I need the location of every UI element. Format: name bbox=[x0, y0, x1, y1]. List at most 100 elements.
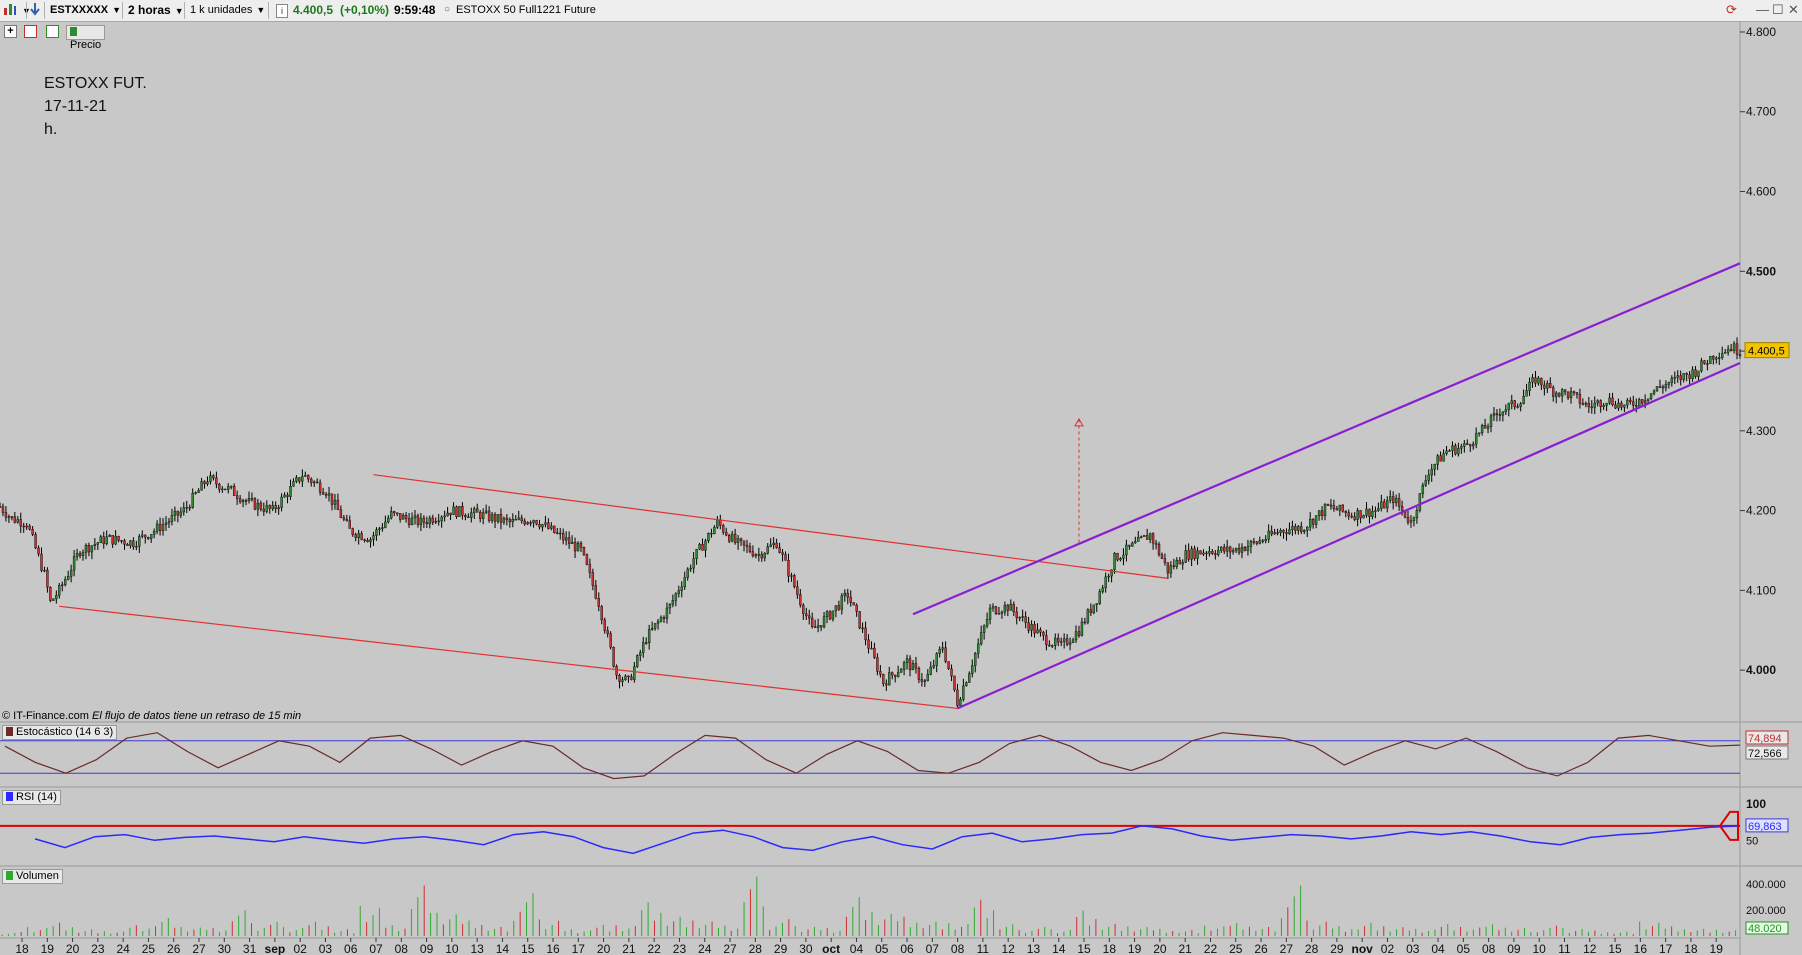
link-icon[interactable] bbox=[29, 2, 41, 18]
candle-body bbox=[69, 569, 73, 577]
candle-body bbox=[1510, 400, 1513, 404]
candle-body bbox=[467, 516, 470, 519]
candle-body bbox=[262, 508, 266, 512]
candle-body bbox=[304, 475, 307, 477]
candle-body bbox=[1735, 343, 1739, 355]
last-price: 4.400,5 bbox=[293, 3, 334, 17]
candle-body bbox=[1317, 510, 1321, 516]
candle-body bbox=[997, 613, 1001, 615]
candle-body bbox=[1054, 637, 1057, 646]
price-change: (+0,10%) bbox=[340, 3, 390, 17]
candle-body bbox=[1386, 500, 1389, 509]
candle-body bbox=[736, 538, 740, 543]
copyright-text: © IT-Finance.com bbox=[2, 710, 89, 722]
candle-body bbox=[1572, 391, 1576, 393]
rsi-legend[interactable]: RSI (14) bbox=[2, 790, 61, 805]
refresh-icon[interactable]: ⟳ bbox=[1726, 2, 1737, 17]
volume-tick-label: 400.000 bbox=[1746, 879, 1786, 891]
add-indicator-icon[interactable] bbox=[46, 25, 59, 38]
candle-body bbox=[588, 564, 592, 573]
candle-body bbox=[476, 508, 479, 513]
target-arrow-head bbox=[1074, 417, 1084, 427]
candle-body bbox=[1300, 526, 1303, 532]
candle-body bbox=[138, 536, 141, 547]
candle-body bbox=[25, 525, 28, 528]
candle-body bbox=[366, 540, 369, 542]
chart-type-icon[interactable] bbox=[3, 2, 17, 18]
candle-body bbox=[1187, 550, 1190, 560]
candle-body bbox=[1445, 450, 1448, 454]
candle-body bbox=[1442, 453, 1445, 462]
legend-swatch bbox=[6, 871, 13, 880]
rsi-tick-label: 100 bbox=[1746, 797, 1766, 811]
candle-body bbox=[879, 671, 882, 675]
toolbar: ▼ ESTXXXXX▼ 2 horas▼ 1 k unidades▼ i 4.4… bbox=[0, 0, 1802, 22]
candle-body bbox=[535, 520, 538, 525]
time-tick-label: 15 bbox=[521, 942, 535, 955]
candle-body bbox=[1217, 550, 1220, 555]
candle-body bbox=[1389, 496, 1392, 501]
time-tick-label: 20 bbox=[66, 942, 80, 955]
timeframe-select[interactable]: 2 horas ▼ bbox=[124, 2, 188, 18]
crosshair-icon[interactable]: + bbox=[4, 25, 17, 38]
candle-body bbox=[514, 519, 517, 521]
close-icon[interactable]: ✕ bbox=[1788, 2, 1799, 17]
time-tick-label: 27 bbox=[1280, 942, 1294, 955]
rsi-value-label: 69,863 bbox=[1748, 821, 1782, 833]
candle-body bbox=[1519, 403, 1522, 407]
time-tick-label: 04 bbox=[1431, 942, 1445, 955]
candle-body bbox=[959, 699, 962, 706]
candle-body bbox=[855, 604, 858, 612]
volume-legend[interactable]: Volumen bbox=[2, 869, 63, 884]
candle-body bbox=[893, 674, 897, 677]
quote-time: 9:59:48 bbox=[394, 3, 436, 17]
candle-body bbox=[805, 613, 808, 617]
candle-body bbox=[1065, 638, 1069, 645]
candle-body bbox=[1291, 526, 1294, 530]
candle-body bbox=[1190, 548, 1193, 560]
candle-body bbox=[333, 499, 337, 505]
candle-body bbox=[1463, 443, 1466, 447]
stochastic-legend[interactable]: Estocástico (14 6 3) bbox=[2, 725, 118, 740]
remove-indicator-icon[interactable] bbox=[24, 25, 37, 38]
annotation-line2: 17-11-21 bbox=[44, 98, 107, 115]
symbol-select[interactable]: ESTXXXXX ▼ bbox=[46, 2, 125, 18]
candle-body bbox=[458, 506, 461, 517]
minimize-icon[interactable]: — bbox=[1756, 2, 1769, 17]
candle-body bbox=[994, 606, 998, 614]
candle-body bbox=[461, 506, 464, 516]
candle-body bbox=[16, 519, 19, 523]
time-tick-label: sep bbox=[265, 942, 286, 955]
current-price-tag bbox=[1744, 342, 1790, 359]
info-icon[interactable]: i bbox=[276, 4, 288, 18]
candle-body bbox=[283, 494, 286, 498]
candle-body bbox=[1427, 474, 1430, 481]
candle-body bbox=[212, 475, 215, 479]
candle-body bbox=[120, 540, 123, 542]
candle-body bbox=[1433, 464, 1436, 470]
price-legend[interactable]: Precio bbox=[66, 25, 106, 51]
candle-body bbox=[917, 667, 921, 680]
time-tick-label: 28 bbox=[1305, 942, 1319, 955]
candle-body bbox=[1003, 604, 1007, 613]
candle-body bbox=[351, 528, 354, 535]
candle-body bbox=[1240, 547, 1244, 553]
candle-body bbox=[1350, 515, 1353, 518]
candle-body bbox=[473, 508, 476, 513]
time-tick-label: 08 bbox=[1482, 942, 1496, 955]
candle-body bbox=[1015, 611, 1018, 618]
candle-body bbox=[93, 544, 97, 547]
candle-body bbox=[902, 662, 906, 670]
candle-body bbox=[1252, 541, 1256, 543]
candle-body bbox=[1649, 393, 1653, 400]
candle-body bbox=[727, 535, 731, 542]
candle-body bbox=[493, 514, 497, 522]
maximize-icon[interactable]: ☐ bbox=[1772, 2, 1784, 17]
time-tick-label: 09 bbox=[1507, 942, 1521, 955]
units-select[interactable]: 1 k unidades ▼ bbox=[186, 2, 269, 18]
candle-body bbox=[227, 486, 230, 490]
rsi-tick-label: 50 bbox=[1746, 835, 1758, 847]
candle-body bbox=[1148, 533, 1152, 540]
candle-body bbox=[891, 672, 894, 676]
time-tick-label: 08 bbox=[395, 942, 409, 955]
